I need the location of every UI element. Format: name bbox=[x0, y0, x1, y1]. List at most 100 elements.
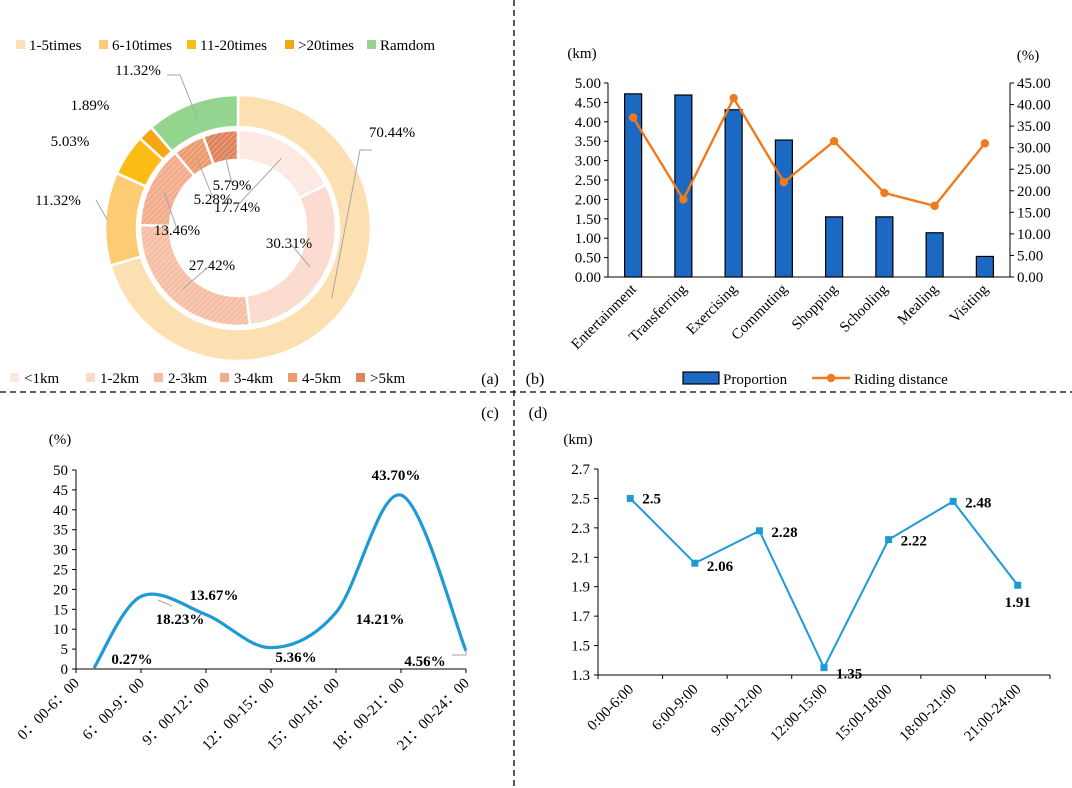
right-axis-title: (%) bbox=[1017, 48, 1040, 64]
outer-ring-leader-1 bbox=[95, 199, 108, 221]
bar-shopping bbox=[825, 216, 844, 278]
x-tick-label-schooling: Schooling bbox=[837, 281, 892, 336]
y-tick-label-2: 1.7 bbox=[571, 609, 590, 625]
y-tick-label-4: 20 bbox=[53, 582, 68, 598]
data-label-0: 0.27% bbox=[111, 652, 152, 668]
left-tick-label-1: 0.50 bbox=[575, 251, 601, 267]
left-tick-label-0: 0.00 bbox=[575, 270, 601, 286]
outer-ring-label-2: 5.03% bbox=[51, 134, 90, 150]
x-tick-label-1: 6：00-9：00 bbox=[80, 676, 148, 744]
x-tick-label-entertainment: Entertainment bbox=[569, 281, 641, 353]
inner-legend-swatch-4 bbox=[288, 373, 297, 382]
outer-legend-swatch-1 bbox=[99, 40, 108, 49]
riding-distance-point-1 bbox=[679, 195, 688, 204]
right-tick-label-1: 5.00 bbox=[1017, 248, 1043, 264]
data-label-6: 1.91 bbox=[1005, 595, 1031, 611]
outer-legend-label-1: 6-10times bbox=[112, 38, 172, 54]
panel-a-donut-chart: 70.44% 11.32% 5.03% 1.89% 11.32% 17.74% 30.31%… bbox=[10, 38, 499, 388]
inner-ring-slice-4-hatch bbox=[175, 136, 214, 176]
y-tick-label-2: 10 bbox=[53, 622, 68, 638]
inner-legend-swatch-0 bbox=[10, 373, 19, 382]
legend-label-riding-distance: Riding distance bbox=[854, 372, 948, 388]
y-tick-label-1: 5 bbox=[61, 642, 69, 658]
riding-distance-point-3 bbox=[779, 177, 789, 187]
outer-legend-label-3: >20times bbox=[298, 38, 354, 54]
outer-ring-leader-0 bbox=[331, 149, 372, 299]
riding-distance-line bbox=[632, 95, 986, 208]
y-tick-label-8: 40 bbox=[53, 503, 68, 519]
distance-point-6 bbox=[1014, 581, 1022, 589]
right-tick-label-4: 20.00 bbox=[1017, 184, 1051, 200]
y-tick-label-7: 35 bbox=[53, 523, 68, 539]
x-tick-label-4: 15:00-18:00 bbox=[832, 682, 895, 745]
data-label-4: 2.22 bbox=[901, 534, 927, 550]
data-label-6: 4.56% bbox=[404, 654, 445, 670]
panel-label-d: (d) bbox=[529, 405, 548, 422]
x-tick-label-visiting: Visiting bbox=[947, 281, 992, 326]
outer-legend-swatch-0 bbox=[16, 40, 25, 49]
legend-label-proportion: Proportion bbox=[723, 372, 788, 388]
data-label-5: 43.70% bbox=[372, 468, 421, 484]
y-tick-label-7: 2.7 bbox=[571, 462, 590, 478]
outer-legend-label-0: 1-5times bbox=[29, 38, 82, 54]
y-tick-label-4: 2.1 bbox=[571, 550, 590, 566]
inner-ring-label-0: 17.74% bbox=[214, 200, 260, 216]
left-tick-label-10: 5.00 bbox=[575, 76, 601, 92]
riding-distance-point-5 bbox=[880, 188, 889, 198]
y-tick-label-1: 1.5 bbox=[571, 639, 590, 655]
left-tick-label-2: 1.00 bbox=[575, 231, 601, 247]
inner-legend-swatch-1 bbox=[86, 373, 95, 382]
data-label-2: 13.67% bbox=[190, 588, 239, 604]
outer-ring-slice-4 bbox=[149, 93, 240, 154]
x-tick-label-2: 9:00-12:00 bbox=[708, 682, 766, 740]
inner-legend-label-4: 4-5km bbox=[302, 371, 341, 387]
right-tick-label-9: 45.00 bbox=[1017, 76, 1051, 92]
inner-legend-swatch-5 bbox=[356, 373, 365, 382]
inner-legend-label-3: 3-4km bbox=[234, 371, 273, 387]
right-tick-label-8: 40.00 bbox=[1017, 98, 1051, 114]
y-tick-label-6: 30 bbox=[53, 543, 68, 559]
data-label-2: 2.28 bbox=[771, 525, 797, 541]
data-label-0: 2.5 bbox=[642, 491, 661, 507]
y-axis-title: (%) bbox=[49, 432, 72, 448]
left-axis-title: (km) bbox=[567, 46, 596, 62]
data-label-1: 18.23% bbox=[156, 612, 205, 628]
x-tick-label-mealing: Mealing bbox=[895, 281, 942, 328]
x-tick-label-0: 0：00-6：00 bbox=[15, 676, 83, 744]
inner-ring-label-3: 13.46% bbox=[154, 223, 200, 239]
data-label-leader-1 bbox=[157, 599, 173, 607]
x-tick-label-3: 12:00-15:00 bbox=[768, 682, 831, 745]
x-tick-label-0: 0:00-6:00 bbox=[585, 682, 638, 735]
distance-point-5 bbox=[949, 497, 957, 505]
distance-line bbox=[629, 497, 1019, 670]
left-tick-label-3: 1.50 bbox=[575, 212, 601, 228]
inner-ring-slice-0-hatch bbox=[238, 130, 326, 199]
outer-ring-label-0: 70.44% bbox=[369, 125, 415, 141]
outer-ring-leader-4 bbox=[167, 74, 198, 119]
inner-ring-label-4: 5.28% bbox=[194, 192, 233, 208]
outer-ring-label-3: 1.89% bbox=[71, 98, 110, 114]
inner-ring-leader-3 bbox=[163, 191, 178, 230]
left-tick-label-9: 4.50 bbox=[575, 95, 601, 111]
inner-legend-label-0: <1km bbox=[24, 371, 59, 387]
panel-label-a: (a) bbox=[481, 371, 499, 388]
panel-label-c: (c) bbox=[481, 405, 499, 422]
panel-label-b: (b) bbox=[526, 371, 545, 388]
right-tick-label-2: 10.00 bbox=[1017, 227, 1051, 243]
distance-point-4 bbox=[885, 536, 893, 544]
x-tick-label-5: 18:00-21:00 bbox=[897, 682, 960, 745]
y-tick-label-5: 25 bbox=[53, 563, 68, 579]
y-tick-label-3: 15 bbox=[53, 602, 68, 618]
outer-legend-swatch-2 bbox=[187, 40, 196, 49]
x-tick-label-2: 9：00-12：00 bbox=[140, 676, 213, 749]
right-tick-label-3: 15.00 bbox=[1017, 205, 1051, 221]
y-tick-label-0: 1.3 bbox=[571, 668, 590, 684]
right-tick-label-6: 30.00 bbox=[1017, 141, 1051, 157]
data-label-5: 2.48 bbox=[965, 495, 991, 511]
bar-visiting bbox=[975, 255, 994, 278]
inner-legend-label-2: 2-3km bbox=[168, 371, 207, 387]
data-label-3: 1.35 bbox=[836, 667, 862, 683]
x-tick-label-6: 21:00-24:00 bbox=[961, 682, 1024, 745]
